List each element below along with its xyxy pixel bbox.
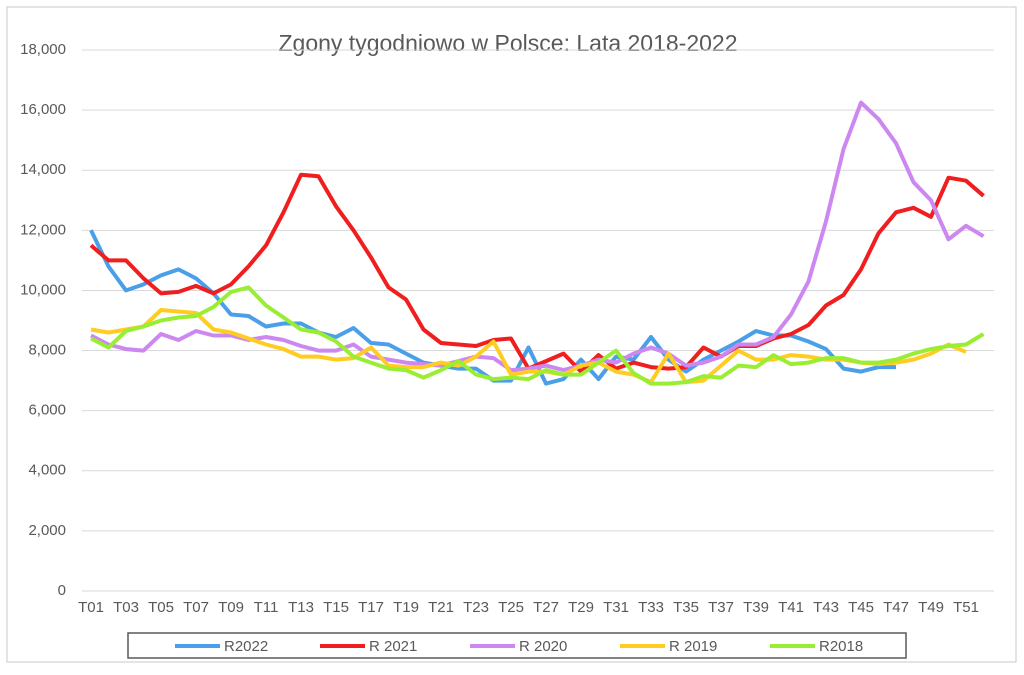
- y-tick-label: 8,000: [28, 342, 66, 359]
- x-tick-label: T05: [148, 599, 174, 616]
- y-tick-label: 16,000: [20, 101, 66, 118]
- x-tick-label: T03: [113, 599, 139, 616]
- x-tick-label: T07: [183, 599, 209, 616]
- series-line: [90, 285, 985, 386]
- x-tick-label: T31: [603, 599, 629, 616]
- chart-border: [6, 6, 1017, 663]
- legend-label: R 2020: [519, 638, 567, 655]
- x-tick-label: T13: [288, 599, 314, 616]
- legend-label: R 2021: [369, 638, 417, 655]
- x-tick-label: T51: [953, 599, 979, 616]
- x-tick-label: T33: [638, 599, 664, 616]
- x-tick-label: T15: [323, 599, 349, 616]
- x-tick-label: T09: [218, 599, 244, 616]
- x-tick-label: T37: [708, 599, 734, 616]
- x-tick-label: T19: [393, 599, 419, 616]
- x-tick-label: T21: [428, 599, 454, 616]
- x-tick-label: T39: [743, 599, 769, 616]
- x-tick-label: T35: [673, 599, 699, 616]
- x-tick-label: T01: [78, 599, 104, 616]
- x-tick-label: T27: [533, 599, 559, 616]
- y-tick-label: 4,000: [28, 462, 66, 479]
- x-tick-label: T17: [358, 599, 384, 616]
- x-tick-label: T11: [254, 599, 279, 616]
- y-tick-label: 0: [58, 582, 66, 599]
- x-tick-label: T43: [813, 599, 839, 616]
- x-tick-label: T45: [848, 599, 874, 616]
- x-tick-label: T25: [498, 599, 524, 616]
- x-tick-label: T23: [463, 599, 489, 616]
- series-line: [89, 172, 985, 374]
- y-tick-label: 12,000: [20, 221, 66, 238]
- y-tick-label: 18,000: [20, 41, 66, 58]
- chart-title: Zgony tygodniowo w Polsce: Lata 2018-202…: [278, 30, 737, 56]
- legend-label: R2018: [819, 638, 863, 655]
- legend-label: R 2019: [669, 638, 717, 655]
- x-tick-label: T47: [883, 599, 909, 616]
- x-tick-label: T29: [568, 599, 594, 616]
- x-tick-label: T49: [918, 599, 944, 616]
- y-tick-label: 6,000: [28, 402, 66, 419]
- legend-box: [127, 632, 907, 659]
- y-tick-label: 2,000: [28, 522, 66, 539]
- legend-label: R2022: [224, 638, 268, 655]
- x-tick-label: T41: [778, 599, 804, 616]
- y-tick-label: 10,000: [20, 281, 66, 298]
- series-line: [90, 100, 985, 373]
- y-tick-label: 14,000: [20, 161, 66, 178]
